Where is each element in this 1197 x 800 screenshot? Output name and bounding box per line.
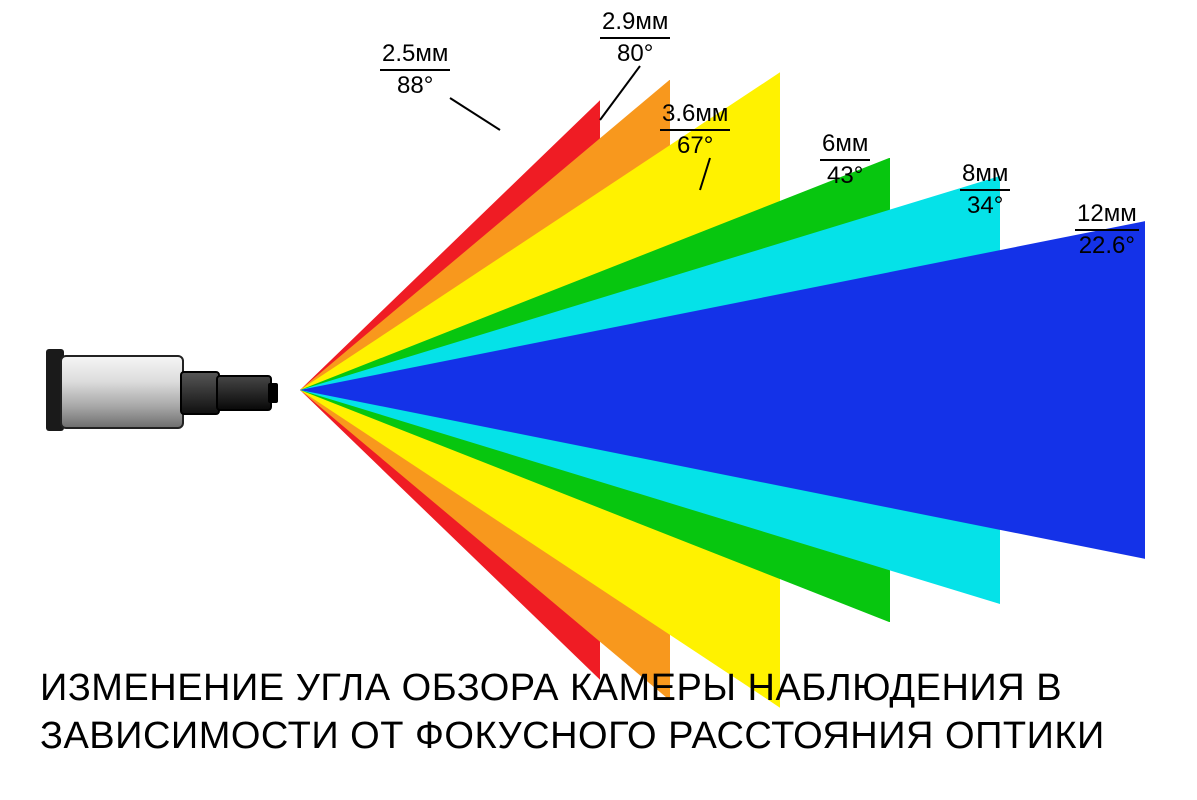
caption-line-2: ЗАВИСИМОСТИ ОТ ФОКУСНОГО РАССТОЯНИЯ ОПТИ… — [40, 715, 1105, 757]
focal-label: 3.6мм67° — [660, 100, 730, 160]
focal-label: 8мм34° — [960, 160, 1010, 220]
focal-label: 2.9мм80° — [600, 8, 670, 68]
focal-label: 12мм22.6° — [1075, 200, 1139, 260]
diagram-stage: 2.5мм88° 2.9мм80° 3.6мм67° 6мм43° 8мм34° 12мм… — [0, 0, 1197, 800]
focal-label: 2.5мм88° — [380, 40, 450, 100]
caption-line-1: ИЗМЕНЕНИЕ УГЛА ОБЗОРА КАМЕРЫ НАБЛЮДЕНИЯ … — [40, 667, 1062, 709]
focal-label: 6мм43° — [820, 130, 870, 190]
diagram-caption: ИЗМЕНЕНИЕ УГЛА ОБЗОРА КАМЕРЫ НАБЛЮДЕНИЯ … — [40, 665, 1120, 760]
